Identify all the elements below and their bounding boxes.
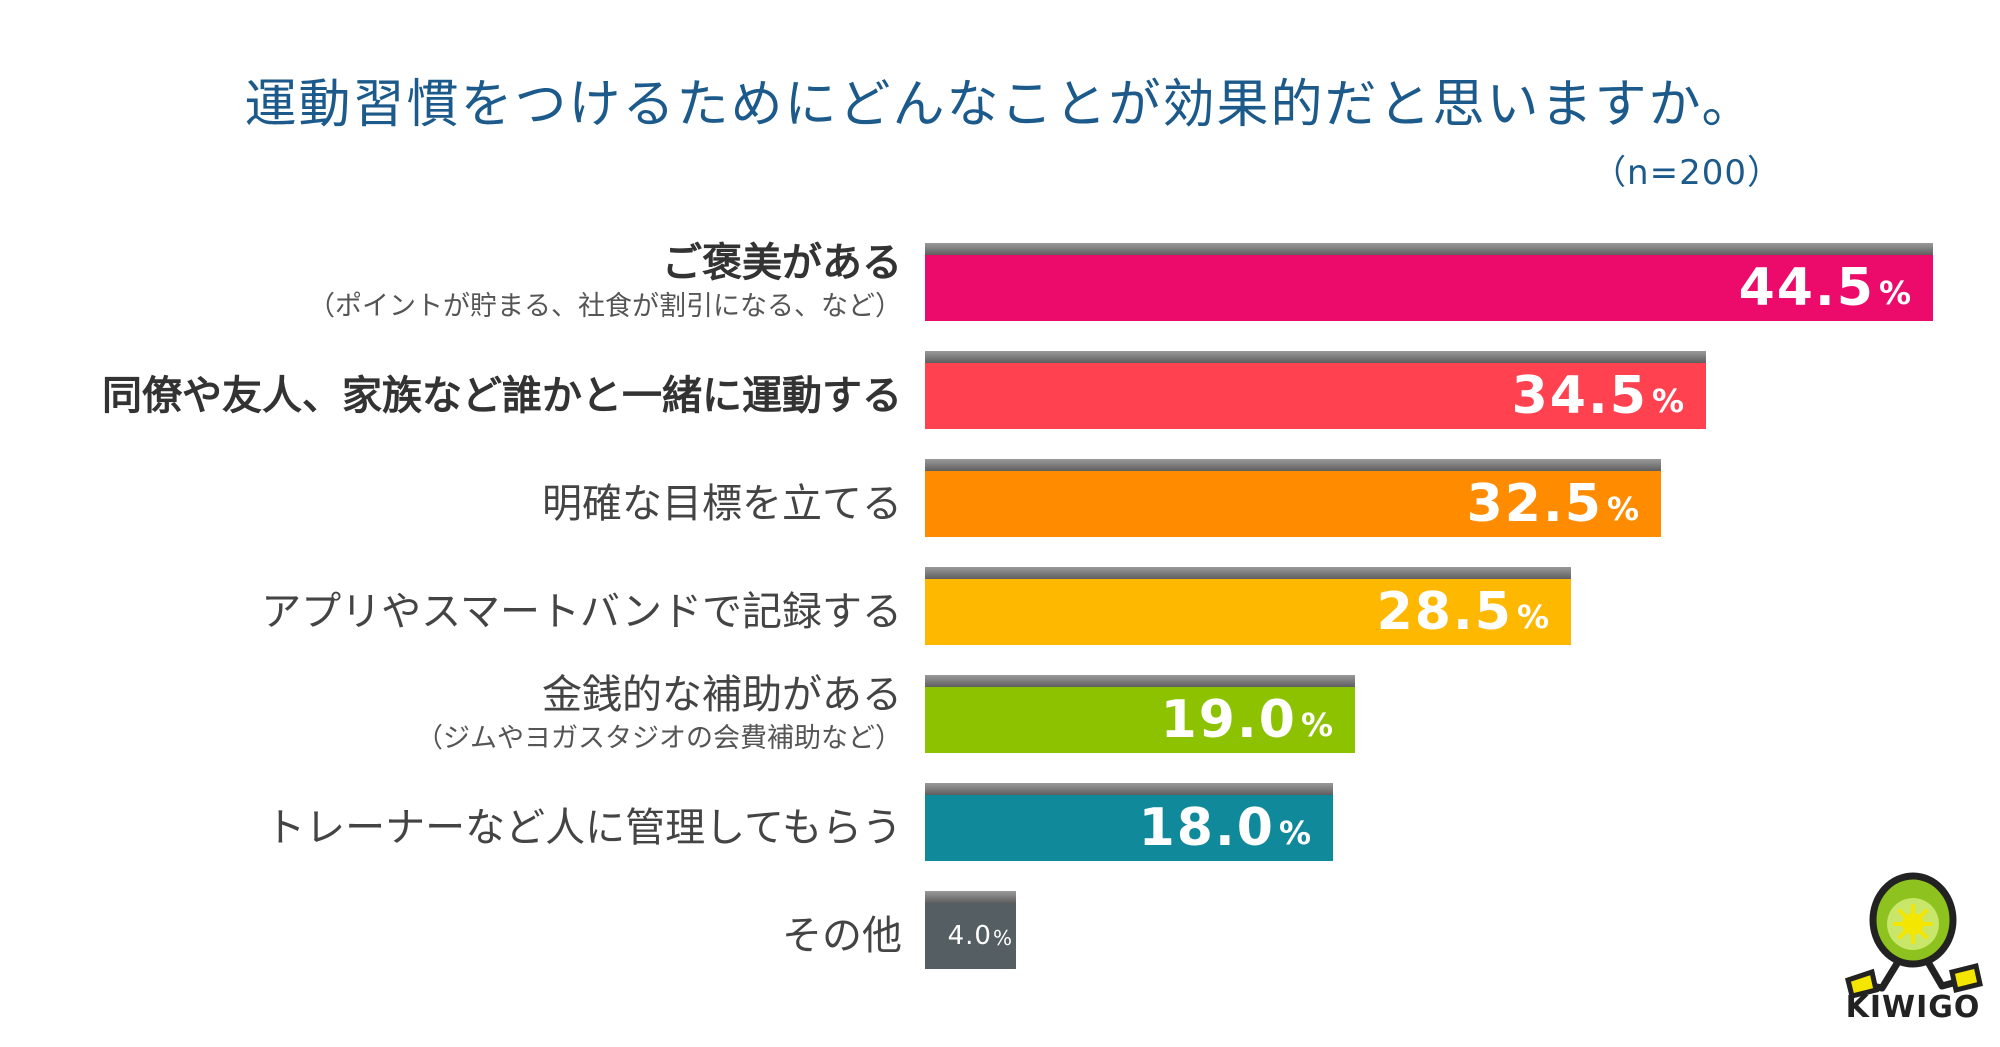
- data-label-value: 32.5: [1466, 474, 1603, 534]
- category-label: アプリやスマートバンドで記録する: [261, 586, 902, 638]
- data-label-unit: %: [1651, 382, 1684, 420]
- category-label: 同僚や友人、家族など誰かと一緒に運動する: [102, 370, 902, 422]
- category-name: 同僚や友人、家族など誰かと一緒に運動する: [102, 373, 902, 419]
- bar-shadow: [925, 675, 1355, 689]
- bar: 18.0%: [925, 795, 1333, 861]
- data-label: 4.0%: [948, 903, 1012, 969]
- data-label: 44.5%: [1739, 255, 1911, 321]
- data-label: 32.5%: [1467, 471, 1639, 537]
- bar: 28.5%: [925, 579, 1571, 645]
- bar-shadow: [925, 567, 1571, 581]
- bar: 19.0%: [925, 687, 1355, 753]
- kiwigo-logo-text: KIWIGO: [1845, 990, 1981, 1025]
- data-label: 28.5%: [1377, 579, 1549, 645]
- category-note: （ポイントが貯まる、社食が割引になる、など）: [308, 291, 902, 322]
- data-label: 19.0%: [1161, 687, 1333, 753]
- category-name: 明確な目標を立てる: [542, 481, 902, 527]
- kiwi-character-icon: [1845, 872, 1983, 1000]
- category-label: ご褒美がある （ポイントが貯まる、社食が割引になる、など）: [308, 237, 902, 325]
- data-label-value: 34.5: [1511, 366, 1648, 426]
- data-label-unit: %: [1878, 274, 1911, 312]
- category-label: 明確な目標を立てる: [542, 478, 902, 530]
- bar: 32.5%: [925, 471, 1661, 537]
- bar-shadow: [925, 351, 1706, 365]
- category-name: トレーナーなど人に管理してもらう: [265, 805, 902, 851]
- data-label-unit: %: [1278, 814, 1311, 852]
- data-label-unit: %: [1516, 598, 1549, 636]
- bar-shadow: [925, 891, 1016, 905]
- category-label: その他: [782, 910, 902, 962]
- bar-shadow: [925, 243, 1933, 257]
- category-name: アプリやスマートバンドで記録する: [261, 589, 902, 635]
- data-label: 34.5%: [1512, 363, 1684, 429]
- data-label: 18.0%: [1139, 795, 1311, 861]
- sample-size: （n=200）: [1592, 153, 1782, 193]
- bar: 44.5%: [925, 255, 1933, 321]
- data-label-value: 44.5: [1738, 258, 1875, 318]
- category-name: ご褒美がある: [662, 240, 902, 286]
- data-label-unit: %: [992, 926, 1012, 950]
- data-label-unit: %: [1300, 706, 1333, 744]
- category-label: トレーナーなど人に管理してもらう: [265, 802, 902, 854]
- data-label-value: 19.0: [1160, 690, 1297, 750]
- chart-title: 運動習慣をつけるためにどんなことが効果的だと思いますか。: [244, 75, 1756, 135]
- bar: 34.5%: [925, 363, 1706, 429]
- data-label-value: 4.0: [947, 921, 992, 951]
- data-label-value: 28.5: [1376, 582, 1513, 642]
- category-note: （ジムやヨガスタジオの会費補助など）: [416, 723, 902, 754]
- category-name: その他: [782, 913, 902, 959]
- bar-shadow: [925, 459, 1661, 473]
- data-label-unit: %: [1606, 490, 1639, 528]
- bar-shadow: [925, 783, 1333, 797]
- category-name: 金銭的な補助がある: [542, 672, 902, 718]
- bar: 4.0%: [925, 903, 1016, 969]
- category-label: 金銭的な補助がある （ジムやヨガスタジオの会費補助など）: [416, 669, 902, 757]
- data-label-value: 18.0: [1138, 798, 1275, 858]
